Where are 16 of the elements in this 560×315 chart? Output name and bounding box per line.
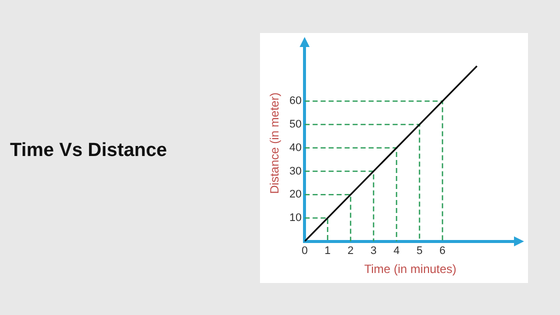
x-tick-label: 1 — [324, 245, 331, 258]
text: Time Vs Distance — [10, 140, 168, 162]
x-tick-label: 2 — [348, 245, 354, 258]
x-tick-label: 3 — [370, 245, 377, 258]
y-tick-label: 50 — [289, 118, 302, 131]
y-tick-label: 40 — [289, 142, 302, 154]
x-axis-title: Time (in minutes) — [364, 262, 456, 276]
y-tick-label: 20 — [289, 188, 302, 201]
x-tick-label: 6 — [439, 245, 446, 258]
x-tick-label: 0 — [302, 245, 308, 258]
x-tick-label: 4 — [393, 245, 400, 258]
y-tick-label: 30 — [289, 165, 302, 178]
y-tick-label: 10 — [289, 212, 302, 224]
y-tick-label: 60 — [289, 95, 302, 108]
y-axis-title: Distance (in meter) — [268, 92, 282, 194]
x-tick-label: 5 — [416, 245, 423, 258]
